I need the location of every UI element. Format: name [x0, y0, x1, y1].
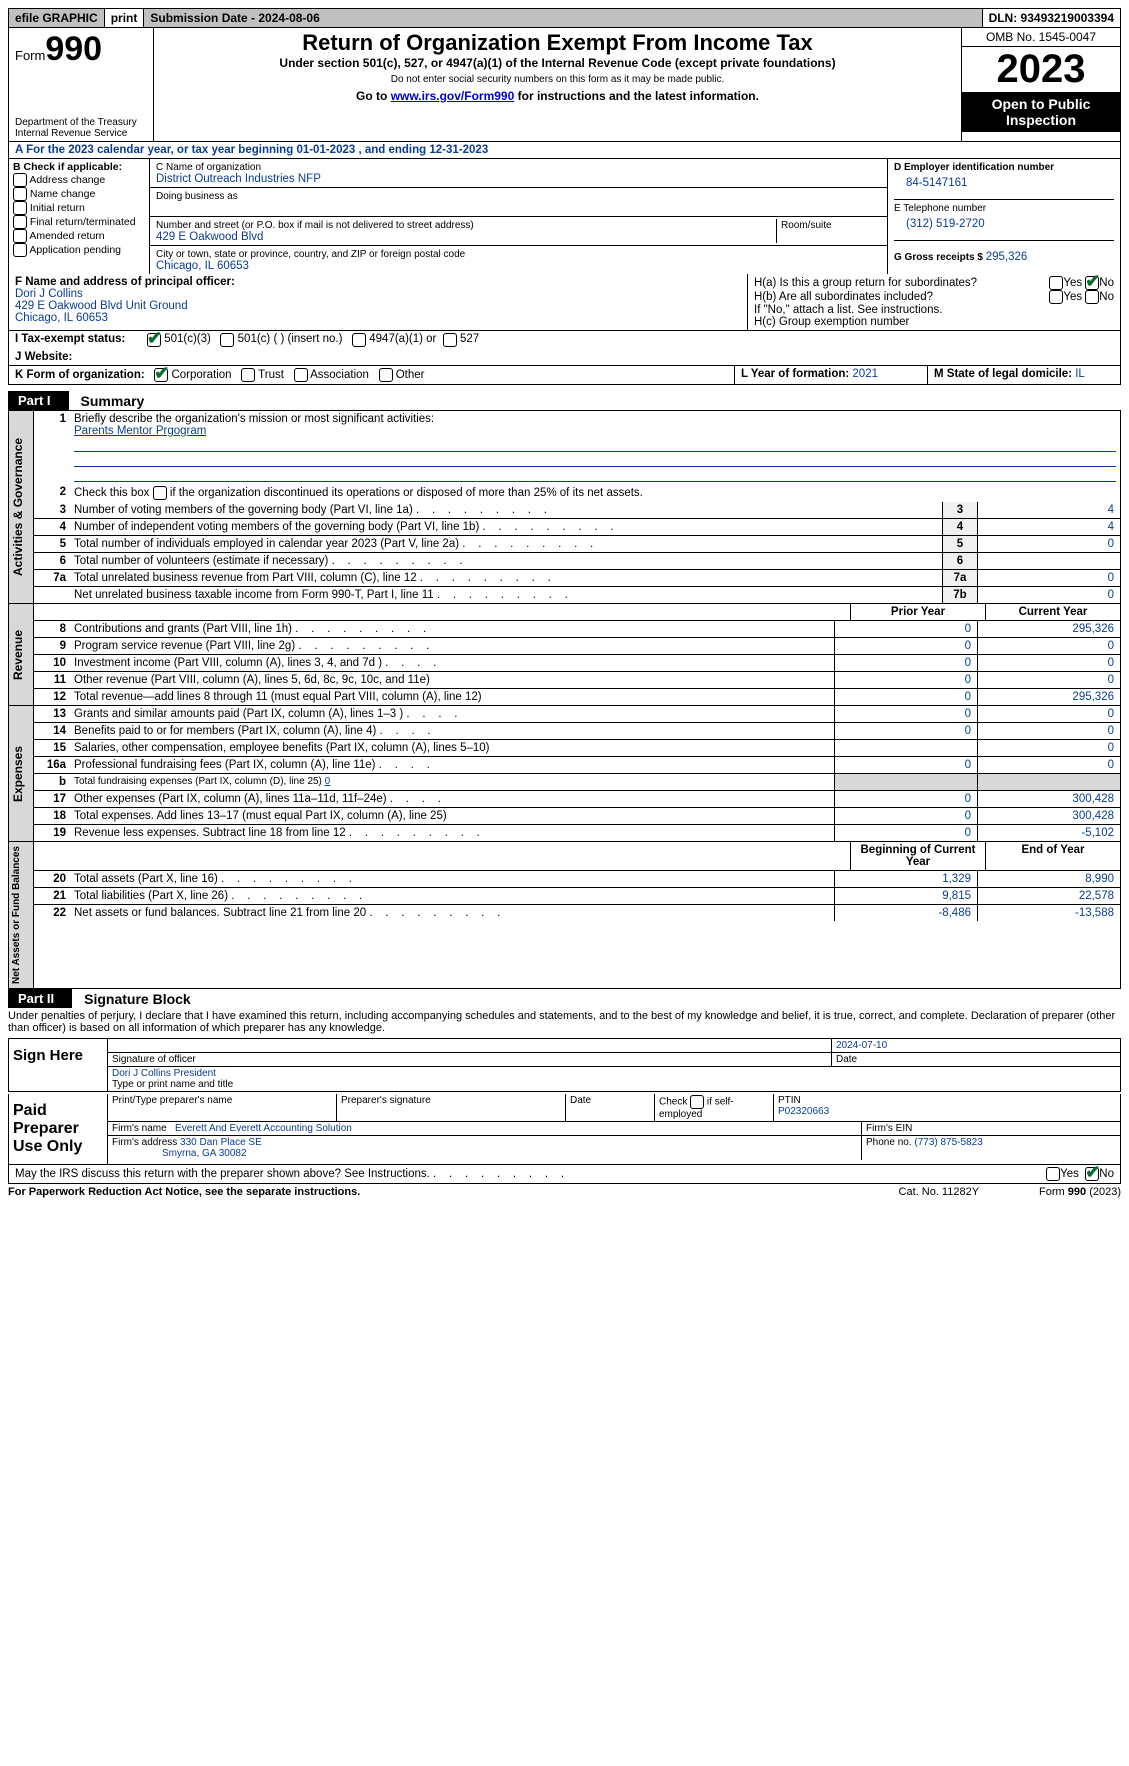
section-bcd: B Check if applicable: Address change Na…	[8, 159, 1121, 274]
v7a: 0	[977, 570, 1120, 586]
c18: 300,428	[977, 808, 1120, 824]
chk-name-change[interactable]	[13, 187, 27, 201]
section-j: J Website:	[8, 349, 1121, 366]
chk-address-change[interactable]	[13, 173, 27, 187]
sign-here-block: Sign Here 2024-07-10 Signature of office…	[8, 1038, 1121, 1092]
v7b: 0	[977, 587, 1120, 603]
paid-preparer-block: Paid Preparer Use Only Print/Type prepar…	[8, 1094, 1121, 1165]
v4: 4	[977, 519, 1120, 535]
gross-receipts: 295,326	[986, 251, 1028, 263]
ptin: P02320663	[778, 1106, 829, 1117]
box-deg: D Employer identification number 84-5147…	[888, 159, 1120, 274]
l2-chk[interactable]	[153, 486, 167, 500]
vlabel-exp: Expenses	[9, 706, 34, 841]
officer-name: Dori J Collins	[15, 288, 83, 300]
year-formation: 2021	[852, 368, 878, 380]
chk-amended[interactable]	[13, 229, 27, 243]
sign-date: 2024-07-10	[836, 1040, 887, 1051]
box-b: B Check if applicable: Address change Na…	[9, 159, 150, 274]
i-4947[interactable]	[352, 333, 366, 347]
c8: 295,326	[977, 621, 1120, 637]
page-footer: For Paperwork Reduction Act Notice, see …	[8, 1186, 1121, 1198]
v3: 4	[977, 502, 1120, 518]
discuss-no[interactable]	[1085, 1167, 1099, 1181]
vlabel-rev: Revenue	[9, 604, 34, 705]
chk-app-pending[interactable]	[13, 243, 27, 257]
ein: 84-5147161	[894, 173, 1114, 199]
p22: -8,486	[834, 905, 977, 921]
top-bar: efile GRAPHIC print Submission Date - 20…	[8, 8, 1121, 28]
p8: 0	[834, 621, 977, 637]
section-h: H(a) Is this a group return for subordin…	[748, 274, 1120, 330]
box-c: C Name of organization District Outreach…	[150, 159, 888, 274]
form-header: Form990 Department of the Treasury Inter…	[8, 28, 1121, 142]
discuss-yes[interactable]	[1046, 1167, 1060, 1181]
print-button[interactable]: print	[105, 9, 145, 27]
part2-header: Part II Signature Block	[8, 989, 1121, 1008]
c12: 295,326	[977, 689, 1120, 705]
state-domicile: IL	[1075, 368, 1085, 380]
subtitle-1: Under section 501(c), 527, or 4947(a)(1)…	[160, 56, 955, 70]
form-number: Form990	[15, 30, 147, 69]
summary-table: Activities & Governance 1Briefly describ…	[8, 410, 1121, 989]
mission: Parents Mentor Prgogram	[74, 425, 206, 437]
open-public: Open to Public Inspection	[962, 92, 1120, 132]
chk-initial-return[interactable]	[13, 201, 27, 215]
penalty-text: Under penalties of perjury, I declare th…	[8, 1008, 1121, 1036]
section-fh: F Name and address of principal officer:…	[8, 274, 1121, 331]
subtitle-2: Do not enter social security numbers on …	[160, 74, 955, 85]
irs-label: Internal Revenue Service	[15, 128, 147, 139]
section-i: I Tax-exempt status: 501(c)(3) 501(c) ( …	[8, 331, 1121, 349]
vlabel-ag: Activities & Governance	[9, 411, 34, 603]
self-employed-chk[interactable]	[690, 1095, 704, 1109]
section-klm: K Form of organization: Corporation Trus…	[8, 366, 1121, 385]
i-501c[interactable]	[220, 333, 234, 347]
chk-final-return[interactable]	[13, 215, 27, 229]
tax-year: 2023	[962, 47, 1120, 92]
discuss-row: May the IRS discuss this return with the…	[8, 1165, 1121, 1184]
v5: 0	[977, 536, 1120, 552]
vlabel-na: Net Assets or Fund Balances	[9, 842, 34, 988]
form-title: Return of Organization Exempt From Incom…	[160, 30, 955, 56]
line-a: A For the 2023 calendar year, or tax yea…	[8, 142, 1121, 159]
k-corp[interactable]	[154, 368, 168, 382]
telephone: (312) 519-2720	[894, 214, 1114, 240]
efile-label: efile GRAPHIC	[9, 9, 105, 27]
dln: DLN: 93493219003394	[983, 9, 1120, 27]
org-name: District Outreach Industries NFP	[156, 173, 321, 185]
c19: -5,102	[977, 825, 1120, 841]
part1-header: Part I Summary	[8, 391, 1121, 410]
i-501c3[interactable]	[147, 333, 161, 347]
c22: -13,588	[977, 905, 1120, 921]
v6	[977, 553, 1120, 569]
k-assoc[interactable]	[294, 368, 308, 382]
irs-link[interactable]: www.irs.gov/Form990	[391, 89, 515, 103]
firm-name: Everett And Everett Accounting Solution	[175, 1123, 352, 1134]
submission-date: Submission Date - 2024-08-06	[144, 9, 982, 27]
hb-no[interactable]	[1085, 290, 1099, 304]
street: 429 E Oakwood Blvd	[156, 231, 263, 243]
city-state-zip: Chicago, IL 60653	[156, 260, 249, 272]
officer-sig-name: Dori J Collins President	[112, 1068, 216, 1079]
ha-no[interactable]	[1085, 276, 1099, 290]
k-trust[interactable]	[241, 368, 255, 382]
i-527[interactable]	[443, 333, 457, 347]
omb-number: OMB No. 1545-0047	[962, 28, 1120, 47]
firm-phone: (773) 875-5823	[914, 1137, 982, 1148]
k-other[interactable]	[379, 368, 393, 382]
subtitle-3: Go to www.irs.gov/Form990 for instructio…	[160, 89, 955, 103]
hb-yes[interactable]	[1049, 290, 1063, 304]
dept-treasury: Department of the Treasury	[15, 117, 147, 128]
ha-yes[interactable]	[1049, 276, 1063, 290]
